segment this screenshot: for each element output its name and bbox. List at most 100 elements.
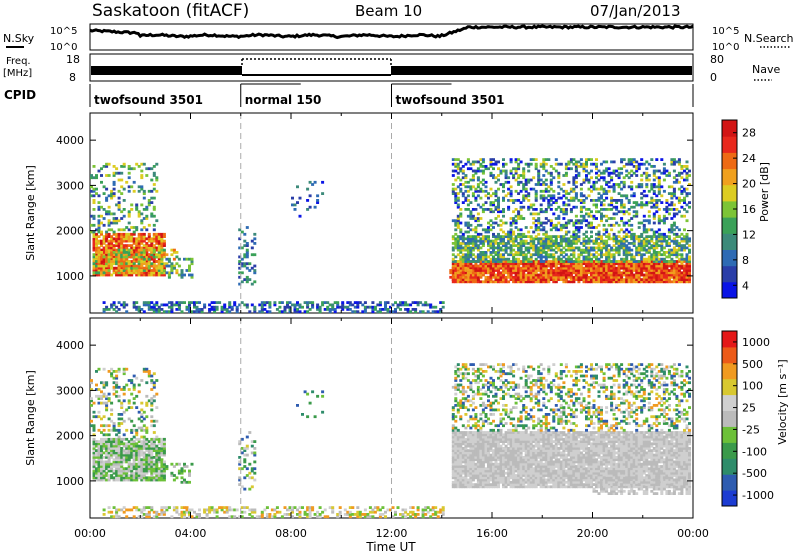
data-cell	[110, 474, 114, 477]
data-cell	[155, 237, 159, 241]
data-cell	[145, 401, 149, 405]
data-cell	[137, 251, 141, 254]
data-cell	[635, 167, 639, 171]
data-cell	[117, 196, 121, 200]
data-cell	[471, 257, 475, 261]
data-cell	[157, 257, 161, 261]
data-cell	[152, 385, 156, 389]
data-cell	[474, 230, 478, 234]
nsky-curve	[89, 24, 694, 40]
data-cell	[230, 305, 234, 309]
data-cell	[142, 478, 146, 482]
data-cell	[250, 246, 254, 250]
data-cell	[683, 248, 686, 252]
data-cell	[514, 278, 518, 281]
data-cell	[155, 419, 159, 423]
data-cell	[112, 271, 116, 275]
data-cell	[667, 271, 671, 275]
data-cell	[233, 303, 237, 307]
data-cell	[112, 451, 116, 455]
data-cell	[688, 264, 691, 268]
data-cell	[95, 273, 98, 277]
data-cell	[677, 228, 681, 232]
data-cell	[577, 160, 581, 164]
data-cell	[147, 255, 151, 259]
data-cell	[240, 301, 244, 304]
data-cell	[504, 269, 508, 272]
data-cell	[92, 214, 96, 218]
data-cell	[660, 273, 664, 277]
data-cell	[567, 180, 571, 184]
data-cell	[162, 451, 166, 455]
data-cell	[529, 212, 533, 216]
data-cell	[492, 257, 495, 261]
data-cell	[90, 185, 93, 189]
data-cell	[92, 246, 96, 250]
data-cell	[150, 471, 154, 475]
data-cell	[602, 214, 606, 218]
data-cell	[193, 301, 196, 304]
data-cell	[497, 205, 500, 209]
data-cell	[492, 262, 495, 266]
data-cell	[662, 262, 666, 266]
nsearch-tick-top: 10^5	[712, 26, 739, 37]
data-cell	[600, 266, 603, 270]
data-cell	[529, 253, 533, 257]
data-cell	[497, 187, 500, 191]
data-cell	[105, 232, 109, 236]
data-cell	[600, 271, 603, 275]
data-cell	[132, 226, 136, 229]
data-cell	[476, 275, 480, 279]
data-cell	[481, 208, 485, 211]
data-cell	[672, 239, 676, 243]
data-cell	[650, 269, 654, 272]
data-cell	[122, 449, 126, 452]
data-cell	[137, 426, 141, 430]
data-cell	[564, 167, 568, 171]
data-cell	[542, 280, 546, 284]
data-cell	[632, 160, 636, 164]
data-cell	[509, 185, 513, 189]
data-cell	[657, 187, 661, 191]
data-cell	[579, 221, 583, 225]
data-cell	[471, 169, 475, 173]
data-cell	[509, 239, 513, 243]
data-cell	[147, 257, 151, 261]
data-cell	[142, 260, 146, 263]
data-cell	[147, 308, 151, 311]
data-cell	[160, 460, 164, 464]
data-cell	[92, 451, 96, 455]
data-cell	[647, 260, 651, 263]
data-cell	[426, 310, 430, 314]
data-cell	[577, 248, 581, 252]
data-cell	[522, 242, 526, 245]
data-cell	[627, 176, 631, 180]
data-cell	[549, 228, 553, 232]
data-cell	[652, 269, 656, 272]
data-cell	[471, 275, 475, 279]
data-cell	[645, 242, 649, 245]
data-cell	[502, 196, 505, 200]
data-cell	[100, 465, 103, 468]
data-cell	[542, 278, 546, 281]
data-cell	[627, 275, 631, 279]
data-cell	[622, 237, 626, 241]
data-cell	[479, 269, 483, 272]
data-cell	[481, 262, 485, 266]
data-cell	[652, 278, 656, 281]
data-cell	[120, 413, 124, 416]
data-cell	[471, 278, 475, 281]
data-cell	[617, 171, 621, 175]
data-cell	[652, 221, 656, 225]
data-cell	[514, 262, 518, 266]
data-cell	[574, 266, 578, 270]
data-cell	[137, 269, 141, 272]
data-cell	[97, 269, 101, 272]
data-cell	[534, 237, 538, 241]
data-cell	[557, 192, 561, 195]
data-cell	[306, 199, 310, 202]
data-cell	[100, 440, 103, 443]
data-cell	[481, 239, 485, 243]
data-cell	[152, 271, 156, 275]
data-cell	[105, 467, 109, 471]
